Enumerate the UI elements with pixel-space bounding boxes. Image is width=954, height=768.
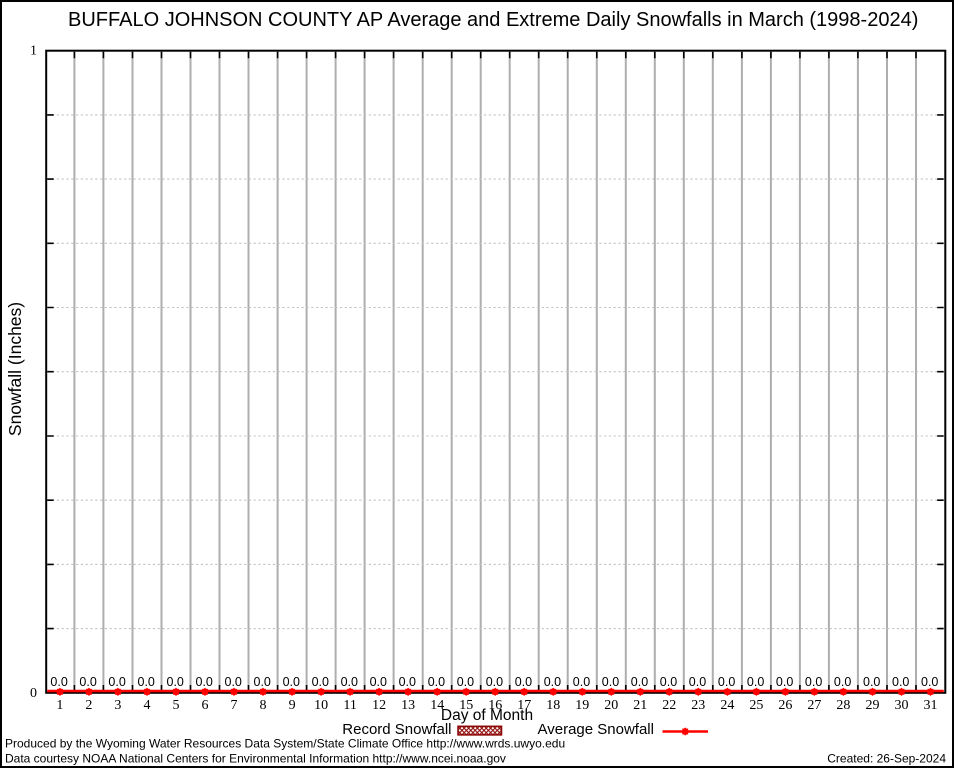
svg-text:0.0: 0.0 [631, 675, 648, 689]
svg-text:11: 11 [343, 698, 356, 713]
svg-text:13: 13 [401, 698, 415, 713]
svg-text:0.0: 0.0 [108, 675, 125, 689]
svg-text:0.0: 0.0 [399, 675, 416, 689]
svg-text:6: 6 [202, 698, 209, 713]
svg-text:0.0: 0.0 [689, 675, 706, 689]
svg-text:0: 0 [30, 686, 37, 701]
svg-text:Snowfall (Inches): Snowfall (Inches) [5, 302, 25, 436]
svg-text:0.0: 0.0 [747, 675, 764, 689]
svg-text:0.0: 0.0 [515, 675, 532, 689]
svg-text:2: 2 [85, 698, 92, 713]
svg-text:3: 3 [114, 698, 121, 713]
svg-text:0.0: 0.0 [283, 675, 300, 689]
svg-text:0.0: 0.0 [921, 675, 938, 689]
svg-text:0.0: 0.0 [892, 675, 909, 689]
svg-text:Day of Month: Day of Month [441, 707, 533, 724]
svg-text:16: 16 [488, 698, 502, 713]
svg-text:1: 1 [30, 44, 37, 59]
svg-text:0.0: 0.0 [196, 675, 213, 689]
svg-text:31: 31 [924, 698, 938, 713]
svg-text:0.0: 0.0 [602, 675, 619, 689]
svg-text:0.0: 0.0 [225, 675, 242, 689]
svg-text:0.0: 0.0 [834, 675, 851, 689]
svg-text:7: 7 [231, 698, 238, 713]
svg-text:Average Snowfall: Average Snowfall [538, 721, 654, 738]
svg-text:25: 25 [749, 698, 763, 713]
svg-text:17: 17 [517, 698, 531, 713]
svg-text:0.0: 0.0 [544, 675, 561, 689]
svg-text:30: 30 [895, 698, 909, 713]
svg-text:9: 9 [289, 698, 296, 713]
svg-text:0.0: 0.0 [370, 675, 387, 689]
svg-text:21: 21 [633, 698, 647, 713]
svg-text:0.0: 0.0 [863, 675, 880, 689]
svg-text:BUFFALO JOHNSON COUNTY AP Aver: BUFFALO JOHNSON COUNTY AP Average and Ex… [68, 9, 918, 31]
svg-text:0.0: 0.0 [776, 675, 793, 689]
svg-text:5: 5 [173, 698, 180, 713]
svg-text:14: 14 [430, 698, 444, 713]
svg-text:20: 20 [604, 698, 618, 713]
svg-text:0.0: 0.0 [50, 675, 67, 689]
svg-text:1: 1 [56, 698, 63, 713]
svg-text:19: 19 [575, 698, 589, 713]
svg-text:12: 12 [372, 698, 386, 713]
svg-text:0.0: 0.0 [341, 675, 358, 689]
svg-text:0.0: 0.0 [805, 675, 822, 689]
svg-text:Created: 26-Sep-2024: Created: 26-Sep-2024 [827, 752, 946, 766]
svg-text:23: 23 [691, 698, 705, 713]
svg-text:0.0: 0.0 [428, 675, 445, 689]
svg-text:22: 22 [662, 698, 676, 713]
svg-text:0.0: 0.0 [167, 675, 184, 689]
svg-text:10: 10 [314, 698, 328, 713]
svg-text:0.0: 0.0 [573, 675, 590, 689]
svg-text:Data courtesy NOAA National Ce: Data courtesy NOAA National Centers for … [5, 752, 506, 766]
svg-text:Record Snowfall: Record Snowfall [342, 721, 451, 738]
svg-text:0.0: 0.0 [138, 675, 155, 689]
svg-text:0.0: 0.0 [312, 675, 329, 689]
svg-text:0.0: 0.0 [718, 675, 735, 689]
svg-text:24: 24 [720, 698, 734, 713]
svg-text:0.0: 0.0 [660, 675, 677, 689]
svg-text:28: 28 [836, 698, 850, 713]
svg-text:8: 8 [260, 698, 267, 713]
svg-text:Produced by the Wyoming Water: Produced by the Wyoming Water Resources … [5, 737, 565, 751]
svg-text:26: 26 [778, 698, 792, 713]
svg-text:18: 18 [546, 698, 560, 713]
svg-text:0.0: 0.0 [79, 675, 96, 689]
svg-text:4: 4 [144, 698, 151, 713]
svg-text:15: 15 [459, 698, 473, 713]
svg-text:27: 27 [807, 698, 821, 713]
svg-text:0.0: 0.0 [254, 675, 271, 689]
svg-text:29: 29 [866, 698, 880, 713]
svg-text:0.0: 0.0 [486, 675, 503, 689]
svg-text:0.0: 0.0 [457, 675, 474, 689]
